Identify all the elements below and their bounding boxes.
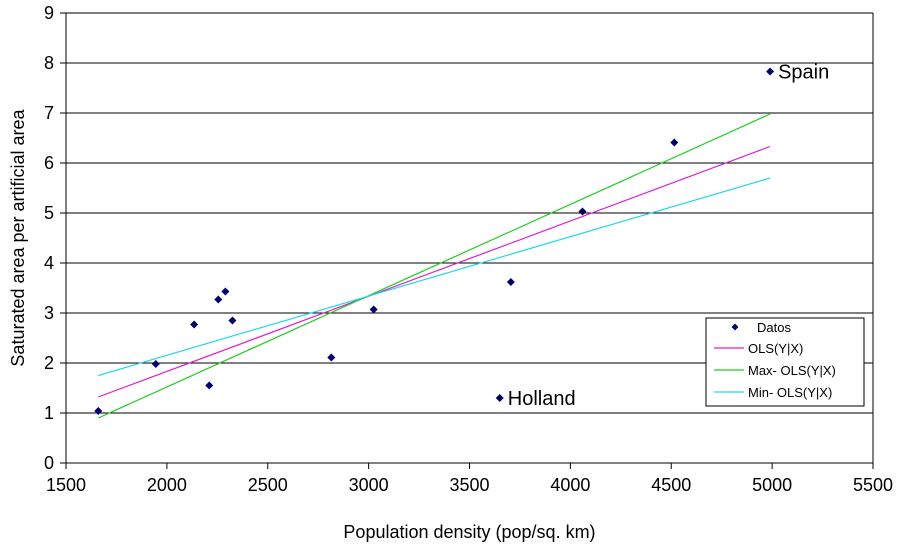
y-tick-label-5: 5 [44, 203, 54, 223]
annotations: Spain Holland [508, 62, 830, 411]
y-tick-label-1: 1 [44, 403, 54, 423]
y-axis-title: Saturated area per artificial area [8, 108, 28, 366]
legend-label-2: Min- OLS(Y|X) [748, 385, 832, 400]
legend-label-1: Max- OLS(Y|X) [748, 363, 836, 378]
data-point-0 [94, 407, 103, 415]
trend-line-0 [98, 145, 771, 398]
y-tick-label-3: 3 [44, 303, 54, 323]
grid-lines [66, 12, 873, 414]
y-tick-label-2: 2 [44, 353, 54, 373]
legend-box [705, 317, 865, 407]
trend-line-1 [98, 113, 771, 419]
data-point-9 [495, 394, 504, 402]
data-point-11 [578, 207, 587, 216]
trend-lines [98, 113, 771, 419]
legend-label-datos: Datos [757, 320, 791, 335]
x-tick-label-3500: 3500 [449, 475, 489, 495]
x-tick-label-3000: 3000 [349, 475, 389, 495]
annotation-0: Spain [778, 62, 829, 84]
data-point-1 [151, 360, 160, 368]
x-tick-label-1500: 1500 [46, 475, 86, 495]
legend-marker-datos [731, 323, 739, 331]
legend: Datos OLS(Y|X) Max- OLS(Y|X) Min- OLS(Y|X) [705, 317, 865, 407]
data-point-6 [228, 316, 237, 325]
data-point-4 [214, 295, 223, 304]
data-point-7 [327, 353, 336, 362]
y-tick-label-8: 8 [44, 53, 54, 73]
y-tick-label-0: 0 [44, 453, 54, 473]
trend-line-2 [98, 177, 771, 377]
annotation-1: Holland [508, 388, 576, 410]
data-point-13 [766, 67, 775, 76]
x-tick-label-5500: 5500 [853, 475, 893, 495]
x-tick-label-4500: 4500 [651, 475, 691, 495]
axes: 0 1 2 3 4 5 6 7 8 9 1500 2000 2500 3000 3500 4000 4500 50… [8, 3, 893, 542]
data-point-3 [205, 381, 214, 390]
data-point-5 [221, 287, 230, 296]
data-point-12 [670, 138, 679, 147]
data-point-2 [190, 320, 199, 329]
x-axis-title: Population density (pop/sq. km) [343, 522, 595, 542]
data-point-10 [506, 278, 515, 286]
y-tick-label-9: 9 [44, 3, 54, 23]
data-points [94, 67, 775, 415]
legend-label-0: OLS(Y|X) [748, 341, 803, 356]
y-tick-label-6: 6 [44, 153, 54, 173]
y-tick-label-7: 7 [44, 103, 54, 123]
y-tick-label-4: 4 [44, 253, 54, 273]
x-tick-label-5000: 5000 [752, 475, 792, 495]
x-tick-label-2000: 2000 [147, 475, 187, 495]
x-tick-label-2500: 2500 [248, 475, 288, 495]
data-point-8 [369, 305, 378, 314]
x-tick-label-4000: 4000 [550, 475, 590, 495]
